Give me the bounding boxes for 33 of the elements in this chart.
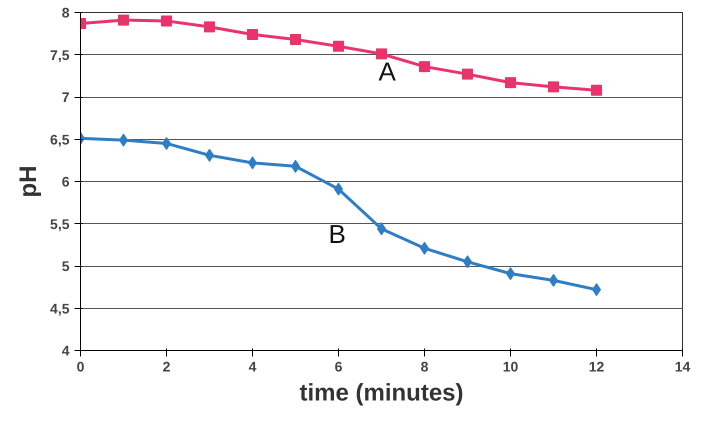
series-label: B (328, 219, 346, 250)
y-tick-label: 6,5 (50, 131, 70, 148)
x-axis-title: time (minutes) (299, 380, 464, 406)
x-tick-label: 4 (248, 358, 257, 374)
point (462, 68, 473, 80)
y-tick-label: 5 (62, 258, 70, 274)
x-tick-label: 8 (420, 358, 429, 374)
y-tick-label: 7 (62, 89, 70, 105)
y-tick-label: 6 (62, 174, 70, 190)
x-tick-label: 2 (162, 358, 171, 374)
x-tick-label: 6 (334, 358, 343, 374)
x-tick-label: 14 (674, 358, 690, 374)
point (333, 40, 344, 52)
point (290, 34, 301, 46)
y-tick-label: 7,5 (50, 46, 70, 63)
point (548, 81, 559, 92)
point (419, 61, 430, 72)
point (204, 21, 215, 32)
point (118, 14, 129, 26)
point (591, 84, 602, 96)
x-tick-label: 0 (76, 358, 85, 374)
y-tick-label: 4 (62, 342, 70, 358)
point (505, 77, 516, 88)
x-tick-label: 12 (588, 358, 604, 374)
series-label: A (378, 56, 396, 86)
y-tick-label: 4,5 (50, 300, 70, 316)
y-axis-title: pH (15, 165, 42, 198)
point (161, 15, 172, 26)
y-tick-label: 8 (62, 4, 70, 20)
y-tick-label: 5,5 (50, 216, 70, 232)
point (376, 48, 387, 60)
point (247, 28, 258, 40)
x-tick-label: 10 (502, 358, 518, 374)
